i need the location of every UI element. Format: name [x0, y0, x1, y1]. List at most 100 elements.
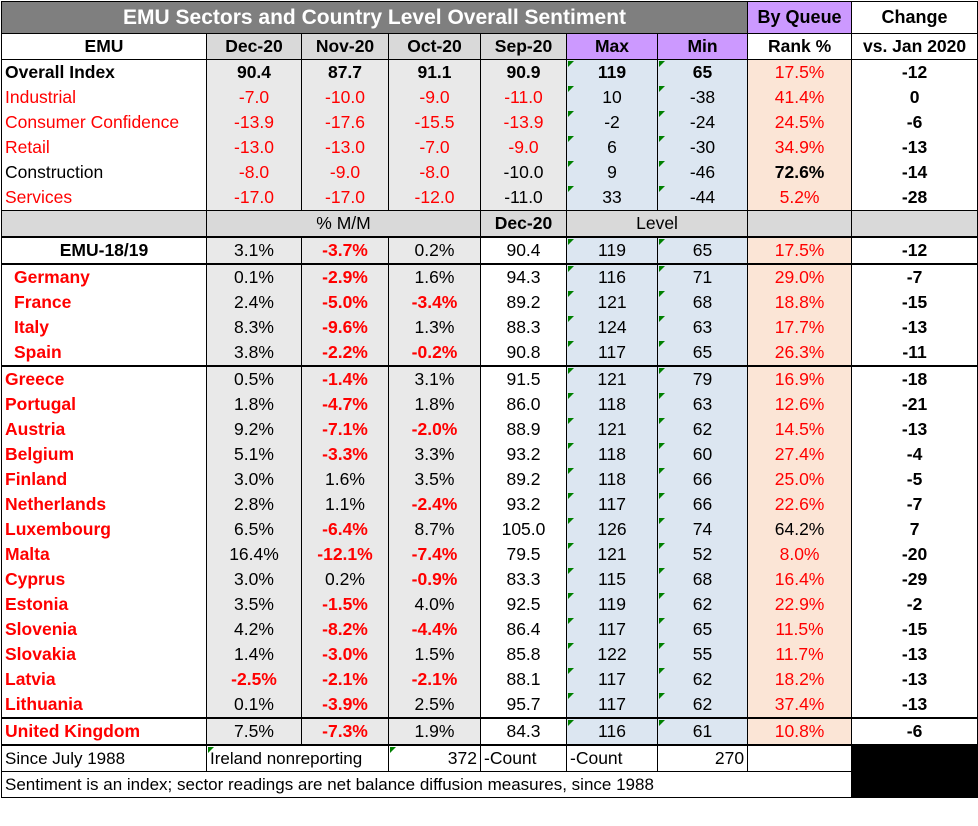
table-cell: 88.3 [480, 315, 567, 340]
table-row: Construction -8.0 -9.0 -8.0 -10.0 9 -46 72.6% -1… [1, 160, 978, 185]
table-cell: -12.0 [388, 185, 481, 211]
table-cell: -30 [656, 135, 749, 160]
table-cell: -7.0 [206, 85, 302, 110]
column-header: EMU [1, 33, 207, 60]
table-cell: -8.0 [206, 160, 302, 185]
row-label: EMU-18/19 [1, 236, 207, 264]
level-header: Level [565, 210, 749, 238]
footnote: Sentiment is an index; sector readings a… [0, 771, 853, 798]
table-cell: -11.0 [480, 185, 567, 211]
table-cell: -1.5% [301, 592, 389, 617]
black-cell [851, 744, 978, 772]
column-header-row: EMU Dec-20 Nov-20 Oct-20 Sep-20 Max Min Rank % v… [1, 33, 978, 60]
table-row: United Kingdom 7.5% -7.3% 1.9% 84.3 116 61 10.8… [1, 717, 978, 745]
column-header: Sep-20 [480, 33, 567, 60]
row-label: Latvia [1, 667, 207, 692]
table-cell: 14.5% [747, 417, 853, 442]
table-cell: 119 [566, 59, 658, 85]
table-cell: -17.6 [301, 110, 389, 135]
table-cell: 92.5 [480, 592, 567, 617]
table-cell: 1.8% [388, 392, 481, 417]
table-row: France 2.4% -5.0% -3.4% 89.2 121 68 18.8% -15 [1, 290, 978, 315]
table-cell: 65 [656, 59, 749, 85]
row-label: Spain [1, 340, 207, 366]
separator-cell [1, 210, 207, 238]
table-cell: 3.1% [388, 365, 481, 392]
table-cell: 0.1% [206, 263, 302, 290]
table-cell: -10.0 [480, 160, 567, 185]
table-cell: -2 [851, 592, 978, 617]
row-label: Overall Index [1, 59, 207, 85]
table-cell: -9.6% [301, 315, 389, 340]
table-cell: 22.9% [747, 592, 853, 617]
table-cell: 62 [656, 592, 749, 617]
table-cell: 121 [566, 365, 658, 392]
table-cell: 90.8 [480, 340, 567, 366]
table-cell: -21 [851, 392, 978, 417]
table-cell: -7 [851, 263, 978, 290]
table-cell: 117 [566, 492, 658, 517]
table-cell: 6.5% [206, 517, 302, 542]
row-label: Cyprus [1, 567, 207, 592]
table-cell: -17.0 [206, 185, 302, 211]
table-cell: -2.0% [388, 417, 481, 442]
footer-count-row: Since July 1988 Ireland nonreporting 372 -C… [1, 744, 978, 772]
table-cell: -13 [851, 667, 978, 692]
change-header: Change [851, 1, 978, 34]
table-row: Services -17.0 -17.0 -12.0 -11.0 33 -44 5.2% -28 [1, 185, 978, 211]
table-cell: 10 [566, 85, 658, 110]
table-cell: 117 [566, 617, 658, 642]
table-cell: 37.4% [747, 692, 853, 718]
table-cell: 29.0% [747, 263, 853, 290]
table-cell: 71 [656, 263, 749, 290]
table-cell: 89.2 [480, 467, 567, 492]
table-cell: 27.4% [747, 442, 853, 467]
table-cell: 87.7 [301, 59, 389, 85]
table-cell: 121 [566, 417, 658, 442]
row-label: Malta [1, 542, 207, 567]
black-cell [851, 771, 978, 798]
table-cell: 121 [566, 290, 658, 315]
table-cell: 0.2% [388, 236, 481, 264]
table-cell: 7.5% [206, 717, 302, 745]
column-header: Dec-20 [206, 33, 302, 60]
table-cell: 62 [656, 417, 749, 442]
table-cell: -4.7% [301, 392, 389, 417]
since-label: Since July 1988 [1, 744, 207, 772]
table-cell: 117 [566, 667, 658, 692]
table-cell: -14 [851, 160, 978, 185]
table-cell: -2.1% [388, 667, 481, 692]
table-cell: 124 [566, 315, 658, 340]
table-cell: -2.2% [301, 340, 389, 366]
row-label: Slovakia [1, 642, 207, 667]
table-cell: 1.3% [388, 315, 481, 340]
table-row: Consumer Confidence -13.9 -17.6 -15.5 -13.9-… [1, 110, 978, 135]
table-cell: 11.7% [747, 642, 853, 667]
table-cell: -12 [851, 236, 978, 264]
column-header: Oct-20 [388, 33, 481, 60]
table-cell: -4 [851, 442, 978, 467]
table-cell: 22.6% [747, 492, 853, 517]
count-value: 270 [656, 744, 749, 772]
table-cell: 65 [656, 340, 749, 366]
table-row: Latvia -2.5% -2.1% -2.1% 88.1 117 62 18.2% -13 [1, 667, 978, 692]
column-header: vs. Jan 2020 [851, 33, 978, 60]
table-row: Overall Index 90.4 87.7 91.1 90.9 119 65 17.5% -… [1, 59, 978, 85]
table-cell: 17.5% [747, 236, 853, 264]
table-cell: -6 [851, 110, 978, 135]
table-cell: 118 [566, 392, 658, 417]
table-cell: 94.3 [480, 263, 567, 290]
row-label: Netherlands [1, 492, 207, 517]
table-cell: 117 [566, 340, 658, 366]
table-cell: 83.3 [480, 567, 567, 592]
table-cell: -13.9 [206, 110, 302, 135]
table-cell: -13 [851, 135, 978, 160]
table-cell: -3.7% [301, 236, 389, 264]
table-cell: 79.5 [480, 542, 567, 567]
table-cell: 86.4 [480, 617, 567, 642]
count-label: -Count [480, 744, 567, 772]
table-cell: -13.9 [480, 110, 567, 135]
table-cell: 10.8% [747, 717, 853, 745]
table-cell: 74 [656, 517, 749, 542]
table-row: Malta 16.4% -12.1% -7.4% 79.5 121 52 8.0% -20 [1, 542, 978, 567]
